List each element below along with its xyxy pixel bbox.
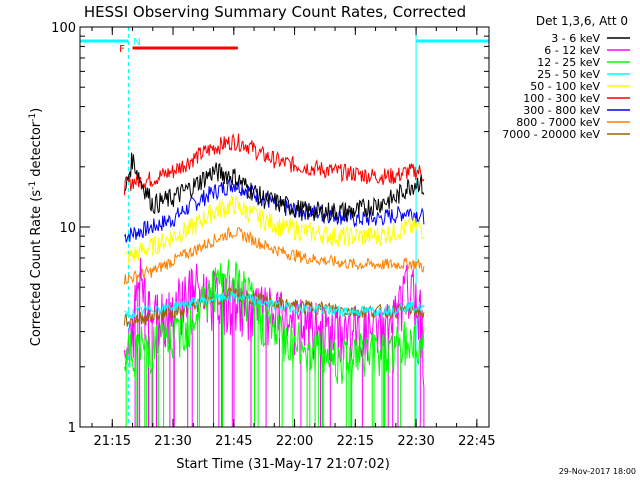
y-axis-label-end: ) <box>29 108 44 113</box>
series-line <box>123 133 425 196</box>
night-label: N <box>133 37 140 48</box>
x-tick-label: 22:15 <box>337 434 374 449</box>
flare-label: F <box>119 44 125 55</box>
legend-label: 800 - 7000 keV <box>516 116 600 129</box>
annotations: N F <box>119 37 141 55</box>
axis-ticks: 21:15 21:30 21:45 22:00 22:15 22:30 22:45 1 10 10… <box>51 21 495 449</box>
legend-label: 6 - 12 keV <box>544 44 600 57</box>
x-tick-label: 22:30 <box>397 434 434 449</box>
y-axis-label-sup2: -1 <box>28 113 38 122</box>
legend-label: 25 - 50 keV <box>537 68 600 81</box>
x-tick-label: 22:00 <box>276 434 313 449</box>
y-axis-label-base: Corrected Count Rate (s <box>29 190 44 347</box>
footer-timestamp: 29-Nov-2017 18:00 <box>559 467 636 476</box>
x-tick-label: 22:45 <box>458 434 495 449</box>
series-line <box>123 257 425 427</box>
chart-title: HESSI Observing Summary Count Rates, Cor… <box>84 3 466 21</box>
y-tick-label: 10 <box>59 221 76 236</box>
series-line <box>124 152 425 225</box>
series-line <box>123 194 425 265</box>
series-line <box>123 259 425 427</box>
y-tick-label: 100 <box>51 21 76 36</box>
legend-header: Det 1,3,6, Att 0 <box>536 14 628 28</box>
series-line <box>123 178 425 243</box>
legend-label: 3 - 6 keV <box>551 32 600 45</box>
y-axis-label: Corrected Count Rate (s-1 detector-1) <box>28 108 44 346</box>
y-tick-label: 1 <box>68 421 76 436</box>
y-axis-label-sup1: -1 <box>28 181 38 190</box>
series-line <box>123 226 425 285</box>
legend-label: 12 - 25 keV <box>537 56 600 69</box>
x-axis-label: Start Time (31-May-17 21:07:02) <box>176 457 390 472</box>
legend-label: 100 - 300 keV <box>523 92 600 105</box>
x-tick-label: 21:15 <box>94 434 131 449</box>
x-tick-label: 21:45 <box>215 434 252 449</box>
plot-area <box>79 27 490 427</box>
legend-label: 50 - 100 keV <box>530 80 600 93</box>
legend-label: 7000 - 20000 keV <box>502 128 600 141</box>
y-axis-label-mid: detector <box>29 121 44 181</box>
series-line <box>124 291 425 320</box>
x-tick-label: 21:30 <box>154 434 191 449</box>
legend-label: 300 - 800 keV <box>523 104 600 117</box>
